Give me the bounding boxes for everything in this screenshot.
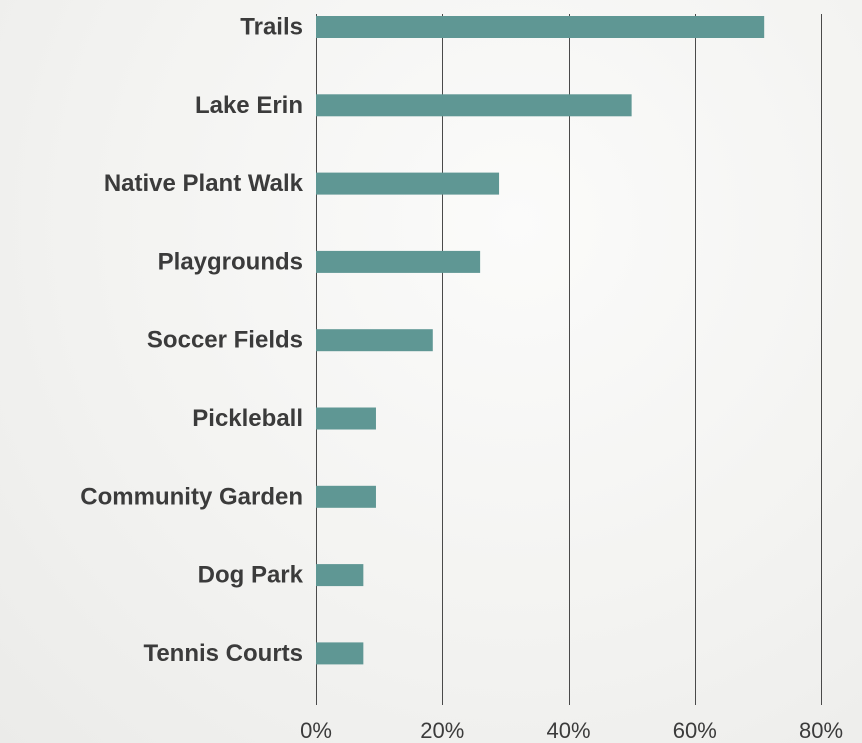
category-label: Playgrounds [158,248,303,275]
bar [316,173,499,195]
bar [316,94,632,116]
grid-layer [317,14,822,705]
category-label: Soccer Fields [147,327,303,354]
tick-label-layer: 0% 20% 40% 60% 80% [300,718,843,743]
bar [316,251,480,273]
category-label: Trails [240,14,303,41]
category-label: Community Garden [80,483,303,510]
bar [316,486,376,508]
category-label: Native Plant Walk [104,170,304,197]
bar [316,329,433,351]
category-label: Tennis Courts [143,640,303,667]
bar [316,408,376,430]
x-tick-label: 60% [673,718,717,743]
x-tick-label: 40% [546,718,590,743]
x-tick-label: 20% [420,718,464,743]
category-label: Dog Park [198,562,304,589]
category-label: Pickleball [192,405,303,432]
x-tick-label: 0% [300,718,332,743]
category-label: Lake Erin [195,92,303,119]
bar [316,564,363,586]
bar-layer [316,16,764,664]
bar [316,642,363,664]
x-tick-label: 80% [799,718,843,743]
category-label-layer: Trails Lake Erin Native Plant Walk Playgrou… [80,14,303,667]
bar [316,16,764,38]
